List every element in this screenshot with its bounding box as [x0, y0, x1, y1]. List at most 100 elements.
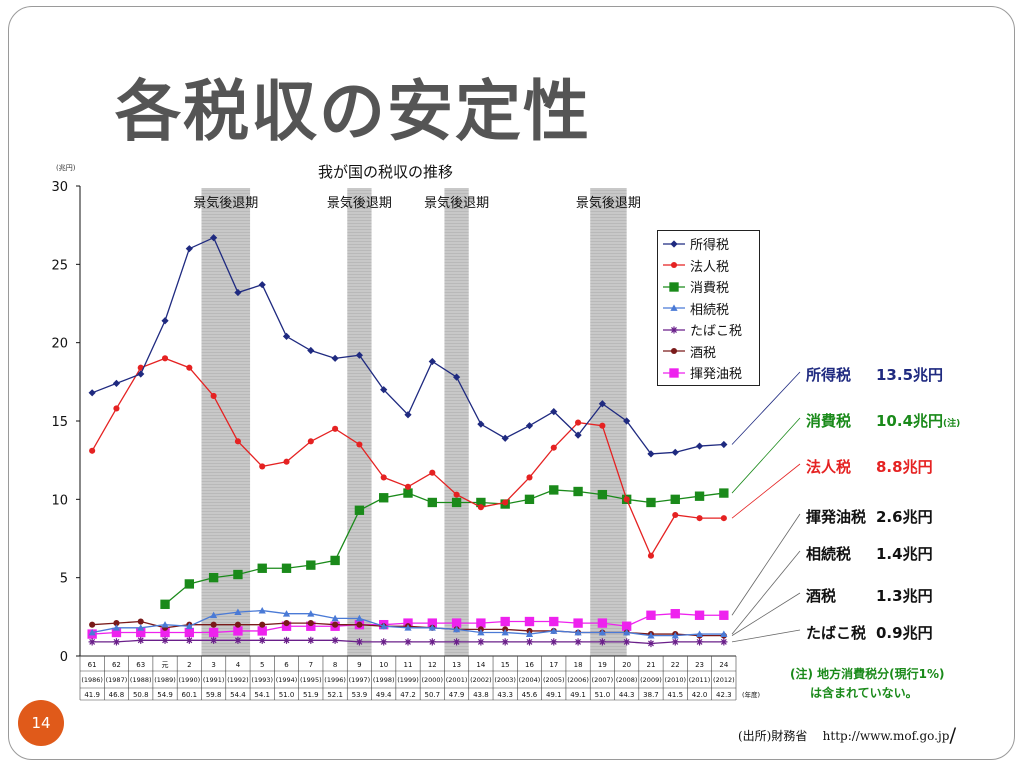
legend-label: 消費税	[690, 281, 730, 297]
data-point	[88, 638, 96, 646]
data-point	[500, 616, 510, 627]
footnote-line: (注) 地方消費税分(現行1%)	[790, 667, 945, 681]
x-year-label: (2003)	[494, 676, 516, 684]
x-total-label: 49.1	[546, 691, 562, 699]
x-year-label: (1994)	[276, 676, 298, 684]
data-point	[258, 281, 266, 289]
data-point	[451, 618, 462, 628]
summary-value: 0.9兆円	[876, 624, 933, 642]
data-point	[671, 632, 679, 639]
data-point	[623, 638, 631, 646]
recession-label: 景気後退期	[193, 195, 258, 211]
data-point	[550, 444, 557, 451]
data-point	[137, 636, 145, 644]
x-total-label: 45.6	[522, 691, 538, 699]
legend-item: 所得税	[662, 233, 755, 255]
data-point	[452, 373, 461, 381]
data-point	[161, 636, 169, 644]
data-point	[379, 493, 389, 503]
data-point	[354, 505, 365, 515]
x-total-label: 44.3	[619, 691, 635, 699]
data-point	[281, 621, 292, 631]
data-point	[647, 632, 655, 639]
summary-item: 法人税 8.8兆円	[806, 456, 933, 477]
data-point	[331, 636, 339, 644]
legend-item: 揮発油税	[662, 362, 755, 384]
x-era-label: 20	[622, 661, 631, 669]
legend-label: 所得税	[690, 238, 730, 254]
data-point	[404, 624, 412, 631]
data-point	[233, 626, 243, 636]
data-point	[355, 614, 364, 622]
slide-frame	[8, 6, 1015, 760]
data-point	[89, 447, 96, 454]
source-url[interactable]: http://www.mof.go.jp	[822, 729, 950, 743]
data-point	[307, 636, 315, 644]
data-point	[526, 474, 533, 481]
data-point	[477, 420, 485, 428]
x-era-label: 4	[236, 661, 241, 669]
data-point	[184, 627, 195, 638]
x-year-label: (2009)	[640, 676, 662, 684]
legend-swatch-marker	[669, 282, 679, 292]
x-year-label: (2006)	[567, 676, 589, 684]
data-point	[185, 245, 193, 253]
x-year-label: (2001)	[446, 676, 468, 684]
recession-label: 景気後退期	[327, 195, 392, 211]
x-total-label: 46.8	[109, 691, 125, 699]
x-era-label: 10	[379, 661, 388, 669]
x-era-label: 元	[162, 661, 169, 669]
summary-item: たばこ税 0.9兆円	[806, 622, 933, 643]
x-year-label: (1992)	[227, 676, 249, 684]
x-era-label: 8	[333, 661, 337, 669]
summary-name: 酒税	[806, 587, 837, 605]
summary-note: (注)	[943, 419, 961, 429]
footnote: (注) 地方消費税分(現行1%) は含まれていない。	[790, 665, 945, 703]
data-point	[550, 627, 558, 634]
x-year-label: (1990)	[179, 676, 201, 684]
data-point	[137, 618, 144, 625]
summary-item: 消費税 10.4兆円(注)	[806, 410, 960, 431]
data-point	[234, 608, 242, 616]
x-year-label: (2010)	[664, 676, 686, 684]
data-point	[694, 491, 705, 501]
recession-label: 景気後退期	[424, 195, 489, 211]
data-point	[574, 628, 582, 636]
data-point	[88, 389, 96, 397]
x-total-label: 54.9	[157, 691, 173, 699]
data-point	[501, 638, 509, 646]
x-year-label: (1993)	[251, 676, 273, 684]
y-tick-label: 20	[51, 337, 68, 352]
data-point	[307, 438, 314, 445]
data-point	[112, 379, 121, 387]
legend-swatch-marker	[670, 304, 678, 312]
x-era-label: 19	[598, 661, 607, 669]
x-total-label: 53.9	[352, 691, 368, 699]
x-era-label: 22	[671, 661, 680, 669]
data-point	[403, 618, 413, 628]
data-point	[428, 357, 436, 366]
summary-name: 相続税	[806, 545, 852, 563]
x-year-label: (1989)	[154, 676, 176, 684]
x-year-label: (2002)	[470, 676, 492, 684]
summary-connector	[731, 592, 801, 636]
data-point	[404, 411, 412, 419]
data-point	[427, 618, 437, 628]
data-point	[720, 638, 728, 646]
data-point	[185, 622, 193, 630]
data-point	[695, 638, 704, 646]
x-total-label: 47.2	[400, 691, 416, 699]
recession-band	[201, 188, 251, 656]
data-point	[306, 621, 316, 631]
slide-title: 各税収の安定性	[115, 73, 591, 150]
data-point	[282, 610, 291, 617]
data-point	[283, 458, 290, 465]
data-point	[380, 622, 388, 630]
data-point	[208, 627, 219, 638]
legend-item: 酒税	[662, 341, 755, 363]
data-point	[647, 639, 655, 648]
legend-swatch	[663, 262, 685, 269]
x-total-label: 54.1	[254, 691, 270, 699]
x-year-label: (2011)	[689, 676, 711, 684]
x-total-label: 47.9	[449, 691, 465, 699]
